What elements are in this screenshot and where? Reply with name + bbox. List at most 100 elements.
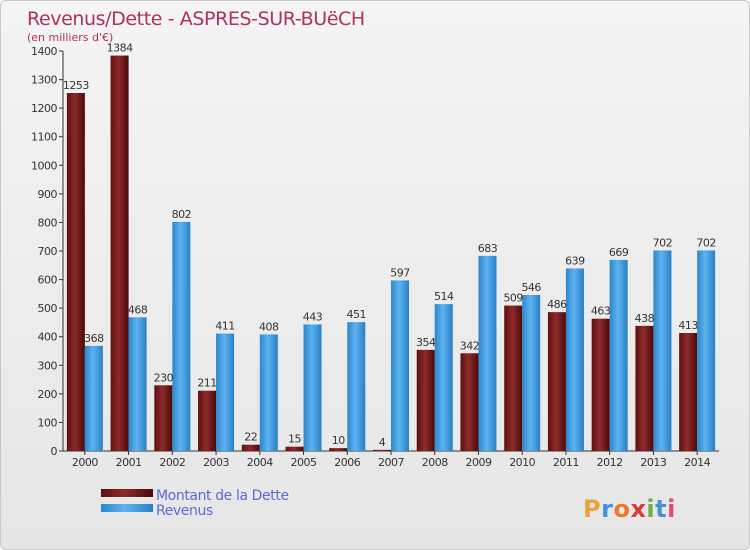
y-tick-label: 600 xyxy=(38,274,58,287)
x-tick-label: 2000 xyxy=(72,456,98,469)
data-label-debt-2009: 342 xyxy=(460,339,480,352)
logo-letter: i xyxy=(646,495,655,523)
legend-swatch-debt xyxy=(101,489,153,497)
bar-revenus-2009 xyxy=(478,255,497,451)
y-tick-label: 700 xyxy=(38,245,58,258)
x-tick-label: 2008 xyxy=(422,456,448,469)
bar-revenus-2011 xyxy=(565,268,584,451)
chart-subtitle: (en milliers d'€) xyxy=(27,31,113,44)
legend-label-debt: Montant de la Dette xyxy=(156,488,289,504)
data-label-revenus-2006: 451 xyxy=(347,308,367,321)
logo-letter: o xyxy=(613,495,630,523)
bar-revenus-2003 xyxy=(216,333,235,451)
bar-revenus-2000 xyxy=(84,345,103,451)
bar-debt-2007 xyxy=(373,449,391,451)
data-label-debt-2004: 22 xyxy=(244,431,257,444)
y-tick-label: 900 xyxy=(38,188,58,201)
x-tick-label: 2004 xyxy=(247,456,273,469)
y-tick-label: 800 xyxy=(38,216,58,229)
data-label-revenus-2001: 468 xyxy=(128,303,148,316)
data-label-debt-2007: 4 xyxy=(379,436,386,449)
bar-debt-2009 xyxy=(460,353,479,451)
legend-label-revenus: Revenus xyxy=(156,503,213,519)
y-tick-label: 1400 xyxy=(31,45,57,58)
data-label-revenus-2008: 514 xyxy=(434,290,454,303)
x-tick-label: 2011 xyxy=(553,456,579,469)
bar-debt-2005 xyxy=(285,446,304,451)
legend-swatch-revenus xyxy=(101,504,153,512)
x-tick-label: 2009 xyxy=(465,456,491,469)
bar-debt-2003 xyxy=(198,390,217,451)
data-label-debt-2010: 509 xyxy=(503,292,523,305)
data-label-revenus-2011: 639 xyxy=(565,254,585,267)
bar-debt-2002 xyxy=(154,385,173,451)
bar-revenus-2013 xyxy=(653,250,672,451)
data-label-debt-2001: 1384 xyxy=(107,42,133,55)
logo-letter: x xyxy=(630,495,646,523)
y-tick-label: 100 xyxy=(38,416,58,429)
data-label-debt-2008: 354 xyxy=(416,336,436,349)
x-tick-label: 2002 xyxy=(159,456,185,469)
logo-letter: P xyxy=(583,495,601,523)
bar-debt-2012 xyxy=(591,318,610,451)
y-tick-label: 400 xyxy=(38,331,58,344)
data-label-debt-2000: 1253 xyxy=(63,79,89,92)
data-label-revenus-2009: 683 xyxy=(478,242,498,255)
bar-debt-2013 xyxy=(635,325,654,451)
y-tick-label: 200 xyxy=(38,388,58,401)
x-tick-label: 2013 xyxy=(640,456,666,469)
data-labels: 1253368138446823080221141122408154431045… xyxy=(63,42,717,449)
bar-revenus-2012 xyxy=(609,259,628,451)
data-label-revenus-2004: 408 xyxy=(259,320,279,333)
data-label-revenus-2010: 546 xyxy=(521,281,541,294)
y-tick-labels: 0 100 200 300 400 500 600 700 800 900 1000 1100 1200… xyxy=(31,45,58,458)
data-label-revenus-2003: 411 xyxy=(215,320,235,333)
x-tick-labels: 2000 2001 2002 2003 2004 2005 2006 2007 2008 2009… xyxy=(72,456,711,469)
bars xyxy=(66,55,716,451)
bar-revenus-2005 xyxy=(303,324,322,451)
y-tick-label: 1300 xyxy=(31,74,57,87)
bar-revenus-2006 xyxy=(347,322,366,451)
data-label-debt-2003: 211 xyxy=(197,377,217,390)
bar-revenus-2001 xyxy=(128,317,147,451)
bar-revenus-2014 xyxy=(697,250,716,451)
data-label-revenus-2005: 443 xyxy=(303,310,323,323)
bar-revenus-2008 xyxy=(434,304,453,451)
x-tick-label: 2007 xyxy=(378,456,404,469)
y-tick-label: 1000 xyxy=(31,159,57,172)
y-tick-label: 1200 xyxy=(31,102,57,115)
x-tick-label: 2001 xyxy=(116,456,142,469)
bar-revenus-2010 xyxy=(522,295,541,451)
x-tick-label: 2014 xyxy=(684,456,710,469)
bar-debt-2001 xyxy=(110,55,129,451)
bar-debt-2006 xyxy=(329,448,348,451)
bar-debt-2010 xyxy=(504,305,523,451)
bar-debt-2011 xyxy=(547,312,566,451)
legend: Montant de la Dette Revenus xyxy=(101,488,289,519)
bar-debt-2014 xyxy=(679,333,698,451)
x-tick-label: 2003 xyxy=(203,456,229,469)
data-label-revenus-2013: 702 xyxy=(653,236,673,249)
data-label-revenus-2000: 368 xyxy=(84,332,104,345)
data-label-debt-2012: 463 xyxy=(591,305,611,318)
data-label-debt-2005: 15 xyxy=(288,433,301,446)
data-label-revenus-2007: 597 xyxy=(390,266,410,279)
data-label-debt-2013: 438 xyxy=(635,312,655,325)
bar-revenus-2007 xyxy=(391,280,409,451)
bar-revenus-2004 xyxy=(259,334,278,451)
y-tick-label: 1100 xyxy=(31,131,57,144)
bar-debt-2008 xyxy=(416,349,435,451)
logo-letter: t xyxy=(655,495,667,523)
chart-title: Revenus/Dette - ASPRES-SUR-BUëCH xyxy=(27,8,365,30)
logo-letter: r xyxy=(601,495,613,523)
data-label-revenus-2012: 669 xyxy=(609,246,629,259)
data-label-debt-2011: 486 xyxy=(547,298,567,311)
data-label-revenus-2002: 802 xyxy=(172,208,192,221)
bar-debt-2004 xyxy=(241,444,260,451)
data-label-debt-2006: 10 xyxy=(332,434,345,447)
x-tick-label: 2006 xyxy=(334,456,360,469)
y-tick-label: 300 xyxy=(38,359,58,372)
bar-debt-2000 xyxy=(66,93,85,451)
